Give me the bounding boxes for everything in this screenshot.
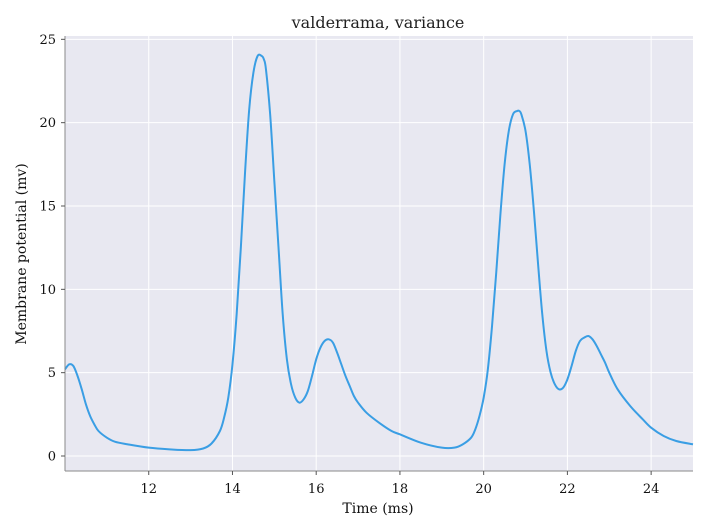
y-tick-label: 10 (39, 283, 56, 298)
plot-background (65, 36, 693, 471)
x-tick-label: 12 (140, 482, 157, 497)
y-tick-label: 0 (48, 450, 56, 465)
chart-title: valderrama, variance (291, 13, 465, 32)
y-axis-ticks: 0 5 10 15 20 25 (39, 33, 65, 465)
x-axis-ticks: 12 14 16 18 20 22 24 (140, 471, 659, 497)
x-gridlines (148, 36, 652, 471)
axes-spines (64, 36, 693, 472)
y-tick-label: 15 (39, 200, 56, 215)
x-tick-label: 16 (308, 482, 325, 497)
x-tick-label: 22 (559, 482, 576, 497)
x-tick-label: 20 (475, 482, 492, 497)
series-line (64, 53, 694, 452)
x-tick-label: 24 (643, 482, 660, 497)
y-gridlines (65, 38, 693, 457)
series-lines (64, 53, 694, 452)
x-tick-label: 18 (392, 482, 409, 497)
y-tick-label: 5 (48, 366, 56, 381)
x-tick-label: 14 (224, 482, 241, 497)
y-tick-label: 25 (39, 33, 56, 48)
y-axis-label: Membrane potential (mv) (14, 163, 30, 344)
y-tick-label: 20 (39, 116, 56, 131)
x-axis-label: Time (ms) (342, 501, 413, 517)
